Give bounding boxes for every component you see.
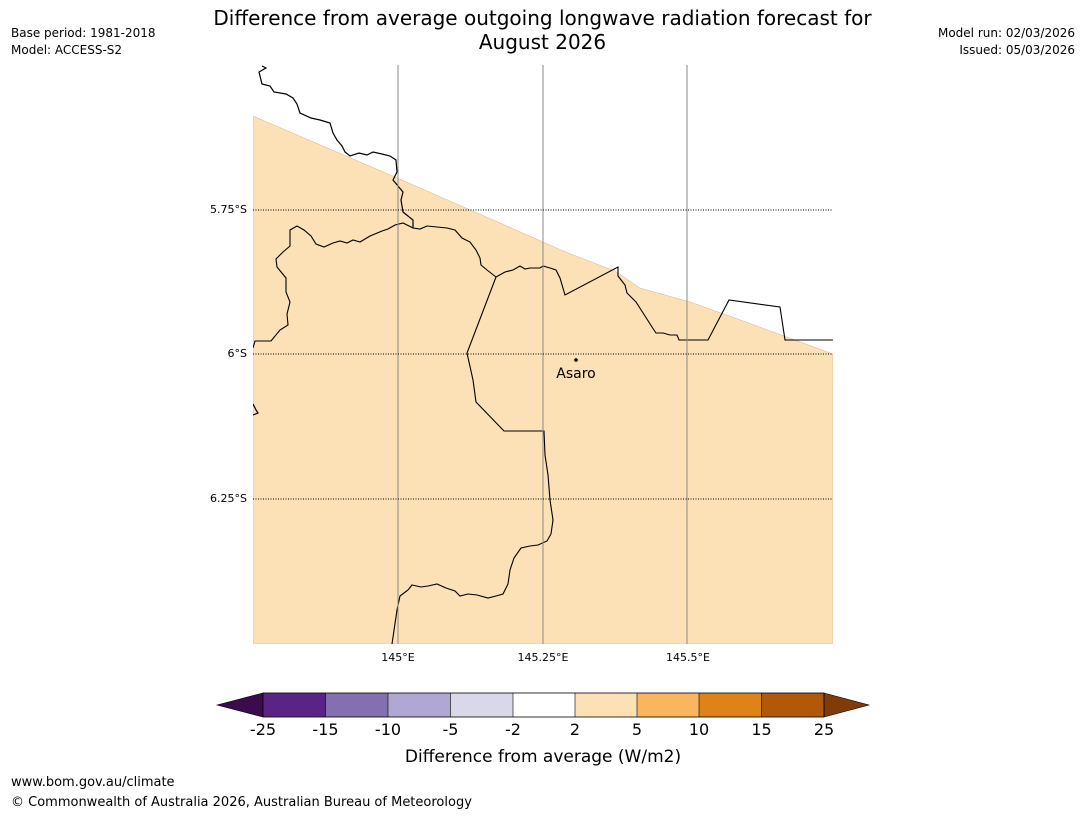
colorbar-outline xyxy=(262,692,825,718)
colorbar-tick: 5 xyxy=(632,720,642,739)
province-boundary-central xyxy=(391,265,833,644)
model-run-text: Model run: 02/03/2026 xyxy=(937,26,1075,40)
metadata-right: Model run: 02/03/2026 Issued: 05/03/2026 xyxy=(938,25,1075,59)
footer-copyright: © Commonwealth of Australia 2026, Austra… xyxy=(11,795,472,810)
province-boundary-west xyxy=(253,222,497,349)
colorbar-tick: 25 xyxy=(814,720,834,739)
colorbar-tick: 2 xyxy=(570,720,580,739)
map-area: Asaro xyxy=(253,65,833,644)
colorbar-bin-neg15-neg10 xyxy=(325,693,388,717)
place-marker-dot xyxy=(574,358,578,362)
colorbar-tick: 15 xyxy=(751,720,771,739)
colorbar-tick: -15 xyxy=(312,720,338,739)
lat-label-6.25S: 6.25°S xyxy=(210,492,247,505)
colorbar: -25 -15 -10 -5 -2 2 5 10 15 25 Differenc… xyxy=(215,692,871,767)
colorbar-tick: 10 xyxy=(689,720,709,739)
colorbar-extend-high xyxy=(823,692,871,718)
lat-label-5.75S: 5.75°S xyxy=(210,203,247,216)
base-period-text: Base period: 1981-2018 xyxy=(11,26,156,40)
coastline xyxy=(258,65,414,228)
lon-label-145.5E: 145.5°E xyxy=(666,651,710,664)
colorbar-bin-15-25 xyxy=(761,693,824,717)
footer-url[interactable]: www.bom.gov.au/climate xyxy=(11,775,175,790)
colorbar-tick: -5 xyxy=(443,720,459,739)
map-title-line-1: Difference from average outgoing longwav… xyxy=(213,6,872,30)
lon-label-145E: 145°E xyxy=(381,651,414,664)
colorbar-bin-10-15 xyxy=(699,693,762,717)
colorbar-tick: -2 xyxy=(505,720,521,739)
lat-label-6S: 6°S xyxy=(228,347,247,360)
colorbar-bin-neg10-neg5 xyxy=(388,693,451,717)
colorbar-extend-low xyxy=(215,692,264,718)
colorbar-bin-neg5-neg2 xyxy=(450,693,513,717)
colorbar-bin-neg2-2 xyxy=(513,693,575,717)
colorbar-bin-neg25-neg15 xyxy=(263,693,326,717)
map-title: Difference from average outgoing longwav… xyxy=(0,6,1085,54)
colorbar-tick: -10 xyxy=(375,720,401,739)
colorbar-bin-5-10 xyxy=(637,693,699,717)
place-label: Asaro xyxy=(556,366,595,382)
colorbar-bin-2-5 xyxy=(575,693,637,717)
colorbar-tick: -25 xyxy=(250,720,276,739)
issued-text: Issued: 05/03/2026 xyxy=(959,43,1075,57)
island-coast xyxy=(253,403,259,416)
map-title-line-2: August 2026 xyxy=(478,30,607,54)
colorbar-label: Difference from average (W/m2) xyxy=(405,747,681,767)
metadata-left: Base period: 1981-2018 Model: ACCESS-S2 xyxy=(11,25,156,59)
lon-label-145.25E: 145.25°E xyxy=(518,651,569,664)
model-text: Model: ACCESS-S2 xyxy=(11,43,123,57)
